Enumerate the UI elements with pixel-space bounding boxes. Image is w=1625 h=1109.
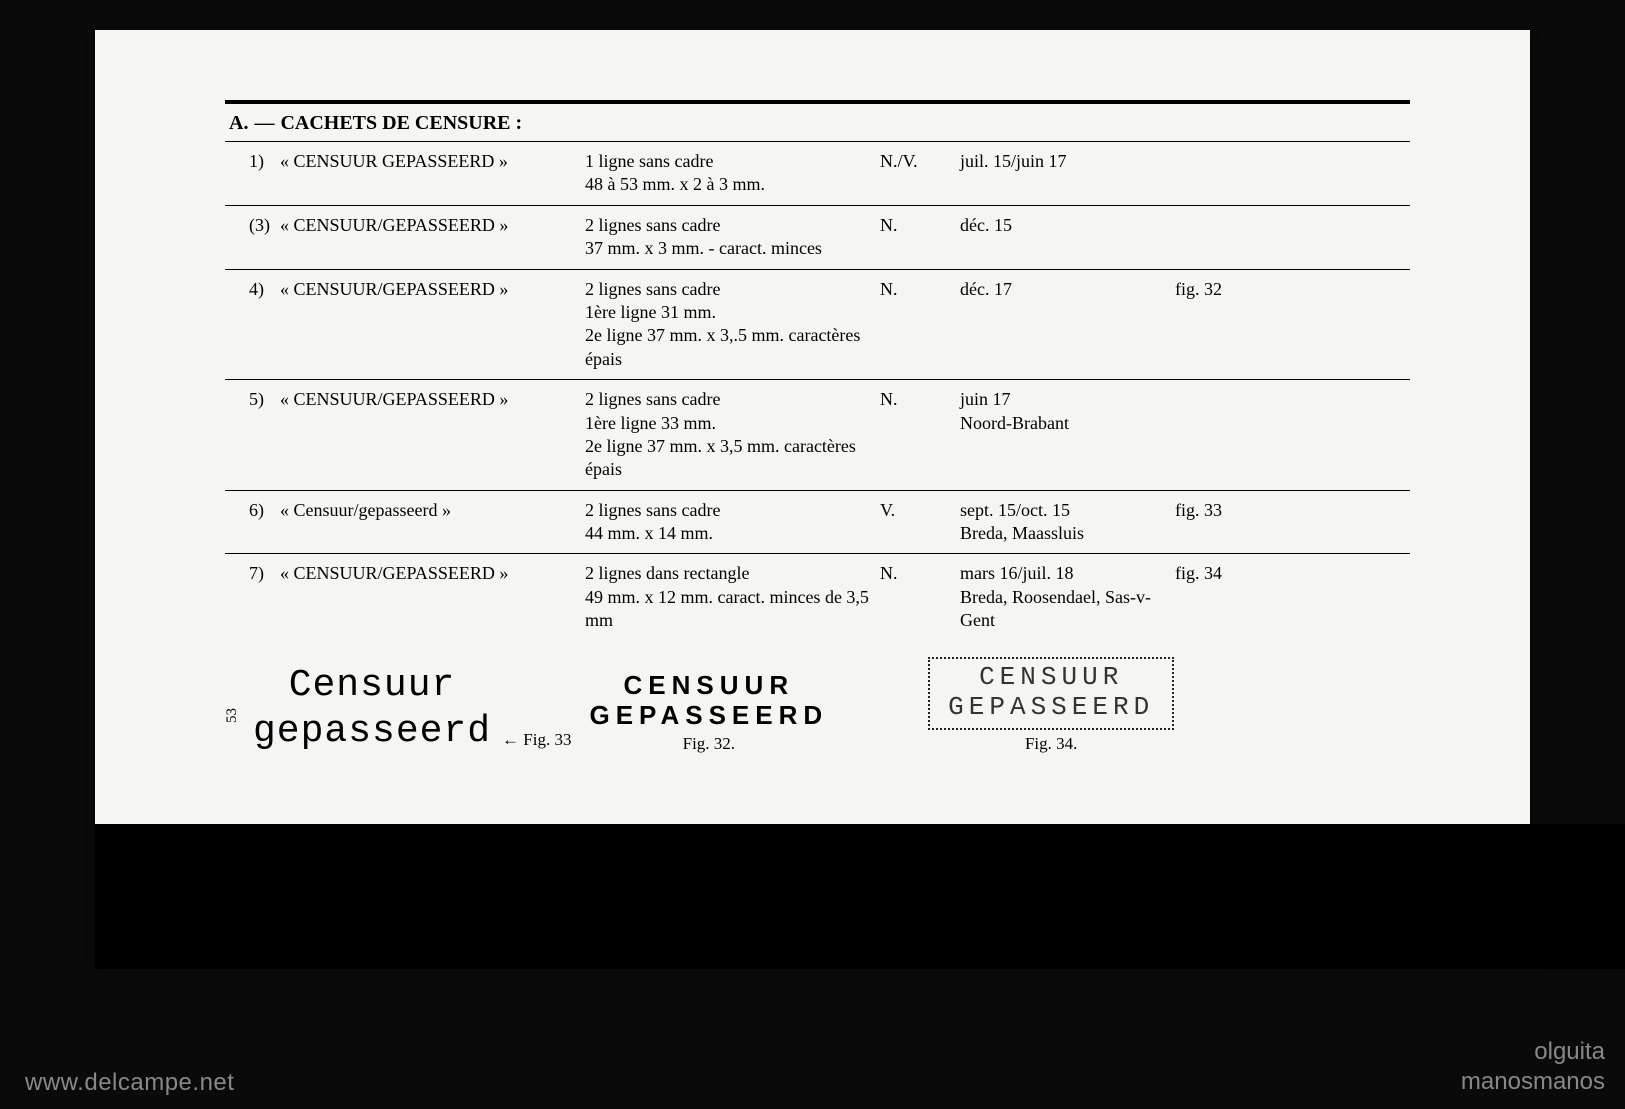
fig34-line2: GEPASSEERD [948, 693, 1154, 723]
fig32-label: Fig. 32. [683, 734, 735, 754]
fig33-line1: Censuur [253, 663, 491, 709]
row-figref [1175, 150, 1255, 197]
bottom-dark-strip [95, 824, 1625, 969]
section-dash: — [254, 112, 274, 135]
fig32-line2: GEPASSEERD [589, 701, 828, 731]
row-description: 2 lignes sans cadre 1ère ligne 31 mm. 2e… [585, 278, 880, 372]
row-date: sept. 15/oct. 15 Breda, Maassluis [960, 499, 1175, 546]
row-figref [1175, 214, 1255, 261]
fig34-label: Fig. 34. [1025, 734, 1077, 754]
figure-34-group: CENSUUR GEPASSEERD Fig. 34. [928, 657, 1174, 755]
row-date: déc. 17 [960, 278, 1175, 372]
row-nv: N. [880, 278, 960, 372]
table-row: 6) « Censuur/gepasseerd » 2 lignes sans … [225, 491, 1410, 555]
watermark-left: www.delcampe.net [25, 1069, 234, 1097]
row-name: « CENSUUR/GEPASSEERD » [280, 562, 585, 632]
row-name: « Censuur/gepasseerd » [280, 499, 585, 546]
section-header: A. — CACHETS DE CENSURE : [225, 106, 1410, 139]
row-number: 4) [225, 278, 280, 372]
figure-34-stamp: CENSUUR GEPASSEERD [928, 657, 1174, 731]
header-rule-top [225, 100, 1410, 104]
row-description: 2 lignes sans cadre 1ère ligne 33 mm. 2e… [585, 388, 880, 482]
figures-area: 53 Censuur gepasseerd ← Fig. 33 CENSUUR … [225, 641, 1410, 755]
table-row: 5) « CENSUUR/GEPASSEERD » 2 lignes sans … [225, 380, 1410, 491]
fig32-line1: CENSUUR [589, 671, 828, 701]
fig33-line2: gepasseerd [253, 709, 491, 755]
row-name: « CENSUUR/GEPASSEERD » [280, 278, 585, 372]
row-name: « CENSUUR/GEPASSEERD » [280, 388, 585, 482]
section-letter: A. [229, 112, 248, 135]
table-row: 7) « CENSUUR/GEPASSEERD » 2 lignes dans … [225, 554, 1410, 640]
page-content: A. — CACHETS DE CENSURE : 1) « CENSUUR G… [95, 30, 1530, 754]
row-number: 1) [225, 150, 280, 197]
row-nv: N. [880, 562, 960, 632]
watermark-right-line1: olguita [1461, 1037, 1605, 1067]
row-description: 2 lignes sans cadre 44 mm. x 14 mm. [585, 499, 880, 546]
watermark-right-line2: manosmanos [1461, 1067, 1605, 1097]
figure-33-stamp: Censuur gepasseerd [235, 663, 497, 754]
row-description: 2 lignes dans rectangle 49 mm. x 12 mm. … [585, 562, 880, 632]
table-row: 4) « CENSUUR/GEPASSEERD » 2 lignes sans … [225, 270, 1410, 381]
table-row: 1) « CENSUUR GEPASSEERD » 1 ligne sans c… [225, 142, 1410, 206]
row-date: juil. 15/juin 17 [960, 150, 1175, 197]
row-figref: fig. 32 [1175, 278, 1255, 372]
row-description: 2 lignes sans cadre 37 mm. x 3 mm. - car… [585, 214, 880, 261]
section-title: CACHETS DE CENSURE : [280, 112, 522, 135]
row-figref: fig. 34 [1175, 562, 1255, 632]
row-number: 6) [225, 499, 280, 546]
row-date: mars 16/juil. 18 Breda, Roosendael, Sas-… [960, 562, 1175, 632]
fig34-line1: CENSUUR [948, 663, 1154, 693]
row-date: juin 17 Noord-Brabant [960, 388, 1175, 482]
row-name: « CENSUUR/GEPASSEERD » [280, 214, 585, 261]
table-row: (3) « CENSUUR/GEPASSEERD » 2 lignes sans… [225, 206, 1410, 270]
row-name: « CENSUUR GEPASSEERD » [280, 150, 585, 197]
row-date: déc. 15 [960, 214, 1175, 261]
figure-32-stamp: CENSUUR GEPASSEERD [589, 671, 828, 731]
row-number: 5) [225, 388, 280, 482]
watermark-right: olguita manosmanos [1461, 1037, 1605, 1097]
fig33-label: ← Fig. 33 [502, 730, 571, 754]
row-number: 7) [225, 562, 280, 632]
document-page: A. — CACHETS DE CENSURE : 1) « CENSUUR G… [95, 30, 1530, 969]
row-nv: V. [880, 499, 960, 546]
row-nv: N./V. [880, 150, 960, 197]
row-nv: N. [880, 214, 960, 261]
row-figref [1175, 388, 1255, 482]
row-nv: N. [880, 388, 960, 482]
page-number: 53 [224, 708, 241, 723]
row-description: 1 ligne sans cadre 48 à 53 mm. x 2 à 3 m… [585, 150, 880, 197]
row-number: (3) [225, 214, 280, 261]
row-figref: fig. 33 [1175, 499, 1255, 546]
figure-32-group: CENSUUR GEPASSEERD Fig. 32. [589, 671, 828, 755]
